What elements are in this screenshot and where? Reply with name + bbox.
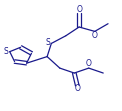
Text: S: S	[45, 38, 50, 47]
Text: S: S	[4, 47, 9, 56]
Text: O: O	[86, 59, 92, 68]
Text: O: O	[74, 84, 80, 93]
Text: O: O	[92, 31, 98, 40]
Text: O: O	[76, 5, 82, 14]
